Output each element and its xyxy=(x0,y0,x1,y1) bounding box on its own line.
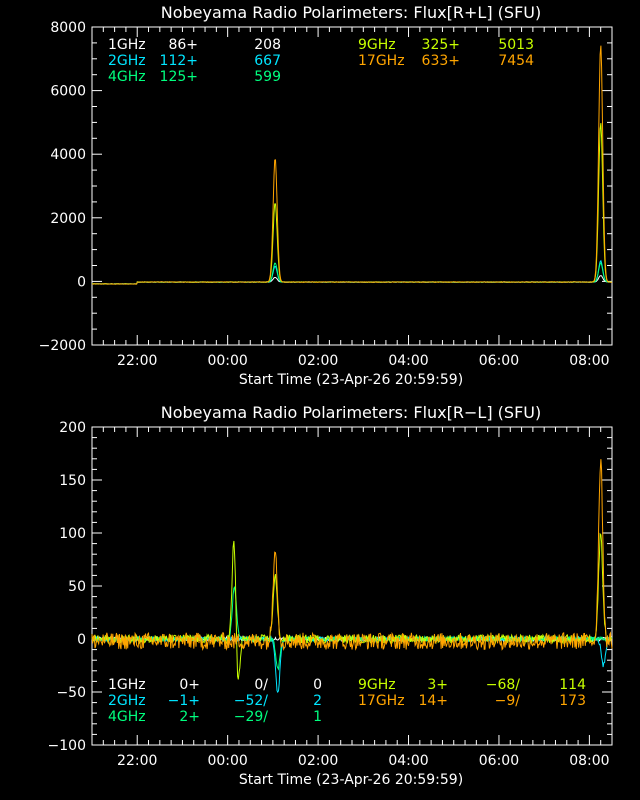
x-tick-label: 00:00 xyxy=(207,753,247,769)
y-tick-label: 50 xyxy=(68,579,86,595)
legend-right-band: 17GHz xyxy=(358,693,405,709)
x-tick-label: 22:00 xyxy=(117,353,157,369)
y-tick-label: 2000 xyxy=(50,211,86,227)
y-tick-label: 150 xyxy=(59,473,86,489)
legend-left-b: −52/ xyxy=(234,693,269,709)
y-tick-label: 100 xyxy=(59,526,86,542)
legend-left-a: 125+ xyxy=(160,69,198,85)
legend-left-b: 0/ xyxy=(254,677,268,693)
chart-title-r-minus-l: Nobeyama Radio Polarimeters: Flux[R−L] (… xyxy=(161,403,541,422)
y-tick-label: 200 xyxy=(59,420,86,436)
legend-right-c: 114 xyxy=(559,677,586,693)
y-tick-label: 6000 xyxy=(50,84,86,100)
legend-right-a: 325+ xyxy=(422,37,460,53)
legend-left-a: 2+ xyxy=(179,709,200,725)
legend-left-a: 86+ xyxy=(168,37,198,53)
y-tick-label: 0 xyxy=(77,274,86,290)
legend-right-c: 173 xyxy=(559,693,586,709)
chart-title-rl: Nobeyama Radio Polarimeters: Flux[R+L] (… xyxy=(161,3,541,22)
x-axis-r-minus-l: 22:00 00:00 02:00 04:00 06:00 08:00 xyxy=(91,427,613,769)
legend-left-a: 112+ xyxy=(160,53,198,69)
series-lines-r-minus-l xyxy=(91,459,613,694)
y-tick-label: 8000 xyxy=(50,20,86,36)
legend-right-band: 17GHz xyxy=(358,53,405,69)
legend-left-a: −1+ xyxy=(168,693,200,709)
legend-rl: 1GHz 86+ 208 2GHz 112+ 667 4GHz 125+ 599 9GHz 325+… xyxy=(108,37,534,85)
x-tick-label: 02:00 xyxy=(298,753,338,769)
x-tick-label: 06:00 xyxy=(479,753,519,769)
x-tick-label: 06:00 xyxy=(479,353,519,369)
legend-right-a: 633+ xyxy=(422,53,460,69)
y-axis-r-minus-l: −100 −50 0 50 100 150 200 xyxy=(48,420,612,754)
legend-left-band: 4GHz xyxy=(108,709,146,725)
legend-left-band: 2GHz xyxy=(108,53,146,69)
x-tick-label: 08:00 xyxy=(569,753,609,769)
x-tick-label: 02:00 xyxy=(298,353,338,369)
legend-left-b: 599 xyxy=(254,69,281,85)
legend-right-b: −9/ xyxy=(495,693,521,709)
flux-r-minus-l-panel: Nobeyama Radio Polarimeters: Flux[R−L] (… xyxy=(48,403,613,788)
y-tick-label: 0 xyxy=(77,632,86,648)
x-tick-label: 04:00 xyxy=(388,353,428,369)
legend-left-b: 208 xyxy=(254,37,281,53)
legend-right-b: 7454 xyxy=(498,53,534,69)
x-axis-rl: 22:00 00:00 02:00 04:00 06:00 08:00 xyxy=(91,27,613,369)
x-axis-label-rl: Start Time (23-Apr-26 20:59:59) xyxy=(239,372,463,388)
legend-left-band: 2GHz xyxy=(108,693,146,709)
legend-right-b: 5013 xyxy=(498,37,534,53)
legend-right-band: 9GHz xyxy=(358,677,396,693)
legend-left-band: 1GHz xyxy=(108,37,146,53)
legend-right-a: 3+ xyxy=(427,677,448,693)
x-tick-label: 22:00 xyxy=(117,753,157,769)
legend-left-a: 0+ xyxy=(179,677,200,693)
legend-r-minus-l: 1GHz 0+ 0/0 2GHz −1+ −52/2 4GHz 2+ −29/1 9GHz 3+ −6… xyxy=(108,677,586,725)
series-lines-rl xyxy=(91,45,613,285)
x-tick-label: 04:00 xyxy=(388,753,428,769)
y-tick-label: 4000 xyxy=(50,147,86,163)
legend-right-band: 9GHz xyxy=(358,37,396,53)
x-tick-label: 08:00 xyxy=(569,353,609,369)
x-tick-label: 00:00 xyxy=(207,353,247,369)
y-tick-label: −2000 xyxy=(39,338,86,354)
y-axis-rl: −2000 0 2000 4000 6000 8000 xyxy=(39,20,612,354)
legend-right-b: −68/ xyxy=(486,677,521,693)
legend-left-band: 4GHz xyxy=(108,69,146,85)
legend-left-c: 1 xyxy=(313,709,322,725)
series-line-17ghz xyxy=(91,45,613,285)
legend-left-b: −29/ xyxy=(234,709,269,725)
x-axis-label-r-minus-l: Start Time (23-Apr-26 20:59:59) xyxy=(239,772,463,788)
y-tick-label: −100 xyxy=(48,738,86,754)
legend-right-a: 14+ xyxy=(418,693,448,709)
y-tick-label: −50 xyxy=(56,685,86,701)
legend-left-c: 2 xyxy=(313,693,322,709)
flux-rl-panel: Nobeyama Radio Polarimeters: Flux[R+L] (… xyxy=(39,3,613,388)
legend-left-b: 667 xyxy=(254,53,281,69)
series-line-17ghz xyxy=(91,459,613,652)
legend-left-band: 1GHz xyxy=(108,677,146,693)
legend-left-c: 0 xyxy=(313,677,322,693)
